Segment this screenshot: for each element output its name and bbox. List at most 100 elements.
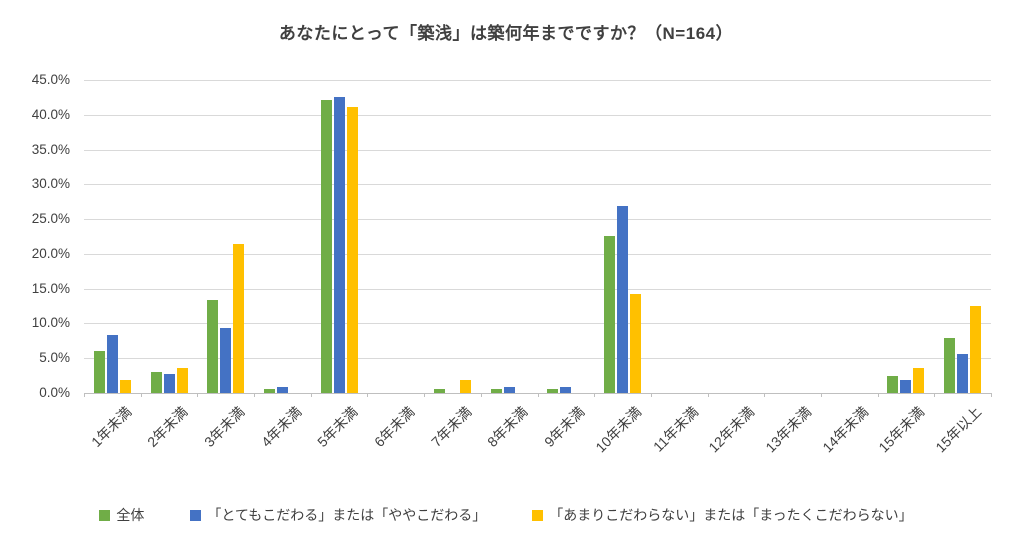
bar — [233, 244, 245, 393]
legend-swatch — [99, 509, 111, 521]
x-axis-label: 3年未満 — [200, 403, 248, 450]
bar — [106, 335, 118, 393]
legend-label: 「あまりこだわらない」または「まったくこだわらない」 — [549, 507, 913, 523]
y-axis-tick-label: 35.0% — [31, 141, 70, 157]
x-axis-label: 10年未満 — [592, 403, 645, 456]
legend-item: 全体 — [99, 505, 144, 525]
y-axis-tick-label: 30.0% — [31, 176, 70, 192]
bar — [346, 107, 358, 393]
x-axis-label: 15年未満 — [875, 403, 928, 456]
bar-group — [821, 80, 878, 393]
bar — [163, 373, 175, 393]
legend: 全体 「とてもこだわる」または「ややこだわる」 「あまりこだわらない」または「まった… — [0, 505, 1012, 525]
bar — [900, 379, 912, 393]
bar — [276, 386, 288, 393]
bar-group — [708, 80, 765, 393]
bar-group — [934, 80, 991, 393]
bar-group — [481, 80, 538, 393]
bar — [970, 306, 982, 393]
y-axis-tick-label: 0.0% — [39, 385, 70, 400]
bar — [547, 388, 559, 393]
x-axis-label: 4年未満 — [257, 403, 305, 450]
x-axis-tickmark — [877, 393, 879, 397]
x-axis-tickmark — [254, 393, 256, 397]
y-axis-tick-label: 10.0% — [31, 315, 70, 331]
gridline — [84, 114, 991, 116]
x-axis-tickmark — [934, 393, 936, 397]
bar — [263, 388, 275, 393]
gridline — [84, 323, 991, 325]
bar-group — [651, 80, 708, 393]
legend-item: 「あまりこだわらない」または「まったくこだわらない」 — [532, 505, 913, 525]
x-axis-label: 12年未満 — [705, 403, 758, 456]
bar — [333, 96, 345, 393]
x-axis-label: 2年未満 — [144, 403, 191, 450]
x-axis-label: 15年以上 — [932, 403, 985, 456]
bar — [93, 350, 105, 393]
y-axis-tick-label: 5.0% — [39, 350, 70, 366]
legend-label: 全体 — [116, 507, 145, 523]
x-axis-tickmark — [310, 393, 312, 397]
y-axis-tick-label: 15.0% — [31, 280, 70, 296]
x-axis-tickmark — [650, 393, 652, 397]
x-axis-tickmark — [84, 393, 85, 397]
gridline — [84, 80, 991, 81]
x-axis-tickmark — [991, 393, 992, 397]
gridline — [84, 184, 991, 186]
y-axis-tick-label: 20.0% — [31, 245, 70, 261]
bar — [150, 372, 162, 393]
x-axis-label: 14年未満 — [818, 403, 872, 456]
bar — [320, 100, 332, 393]
x-axis-tickmark — [480, 393, 482, 397]
gridline — [84, 219, 991, 221]
bar — [944, 338, 956, 393]
y-axis-tick-label: 45.0% — [31, 72, 70, 87]
bar — [617, 205, 629, 393]
x-axis-tickmark — [197, 393, 199, 397]
x-axis-label: 7年未満 — [427, 403, 475, 450]
bar-group — [594, 80, 651, 393]
x-axis-label: 1年未満 — [87, 403, 135, 450]
x-axis-label: 5年未満 — [314, 403, 361, 450]
bar-group — [84, 80, 141, 393]
gridline — [84, 253, 991, 255]
x-axis-tickmark — [707, 393, 709, 397]
bar — [630, 293, 642, 393]
legend-swatch — [532, 509, 544, 521]
bar — [459, 380, 471, 393]
bar-group — [254, 80, 311, 393]
x-axis-tickmark — [820, 393, 822, 397]
bar-group — [311, 80, 368, 393]
bar — [560, 386, 572, 393]
legend-swatch — [190, 509, 202, 521]
bar-group — [197, 80, 254, 393]
bar-group — [764, 80, 821, 393]
x-axis-label: 11年未満 — [649, 403, 701, 455]
gridline — [84, 149, 991, 151]
bar — [604, 235, 616, 393]
chart-title: あなたにとって「築浅」は築何年までですか？（N=164） — [278, 24, 734, 43]
bar — [490, 388, 502, 393]
x-axis-label: 9年未満 — [541, 403, 588, 450]
bar — [503, 386, 515, 393]
x-axis-tickmark — [537, 393, 539, 397]
bar-group — [367, 80, 424, 393]
x-axis-tickmark — [424, 393, 426, 397]
bar — [887, 376, 899, 393]
bar — [207, 299, 219, 393]
bar-group — [424, 80, 481, 393]
x-axis-label: 6年未満 — [370, 403, 418, 450]
bar — [220, 328, 232, 393]
gridline — [84, 288, 991, 290]
x-axis-label: 13年未満 — [762, 403, 815, 456]
legend-label: 「とてもこだわる」または「ややこだわる」 — [207, 507, 487, 523]
legend-item: 「とてもこだわる」または「ややこだわる」 — [190, 505, 486, 525]
bar-group — [141, 80, 198, 393]
y-axis-tick-label: 25.0% — [31, 211, 70, 227]
x-axis-tickmark — [764, 393, 766, 397]
gridline — [84, 358, 991, 360]
bar — [433, 388, 445, 393]
x-axis-tickmark — [140, 393, 142, 397]
bar — [119, 380, 131, 393]
